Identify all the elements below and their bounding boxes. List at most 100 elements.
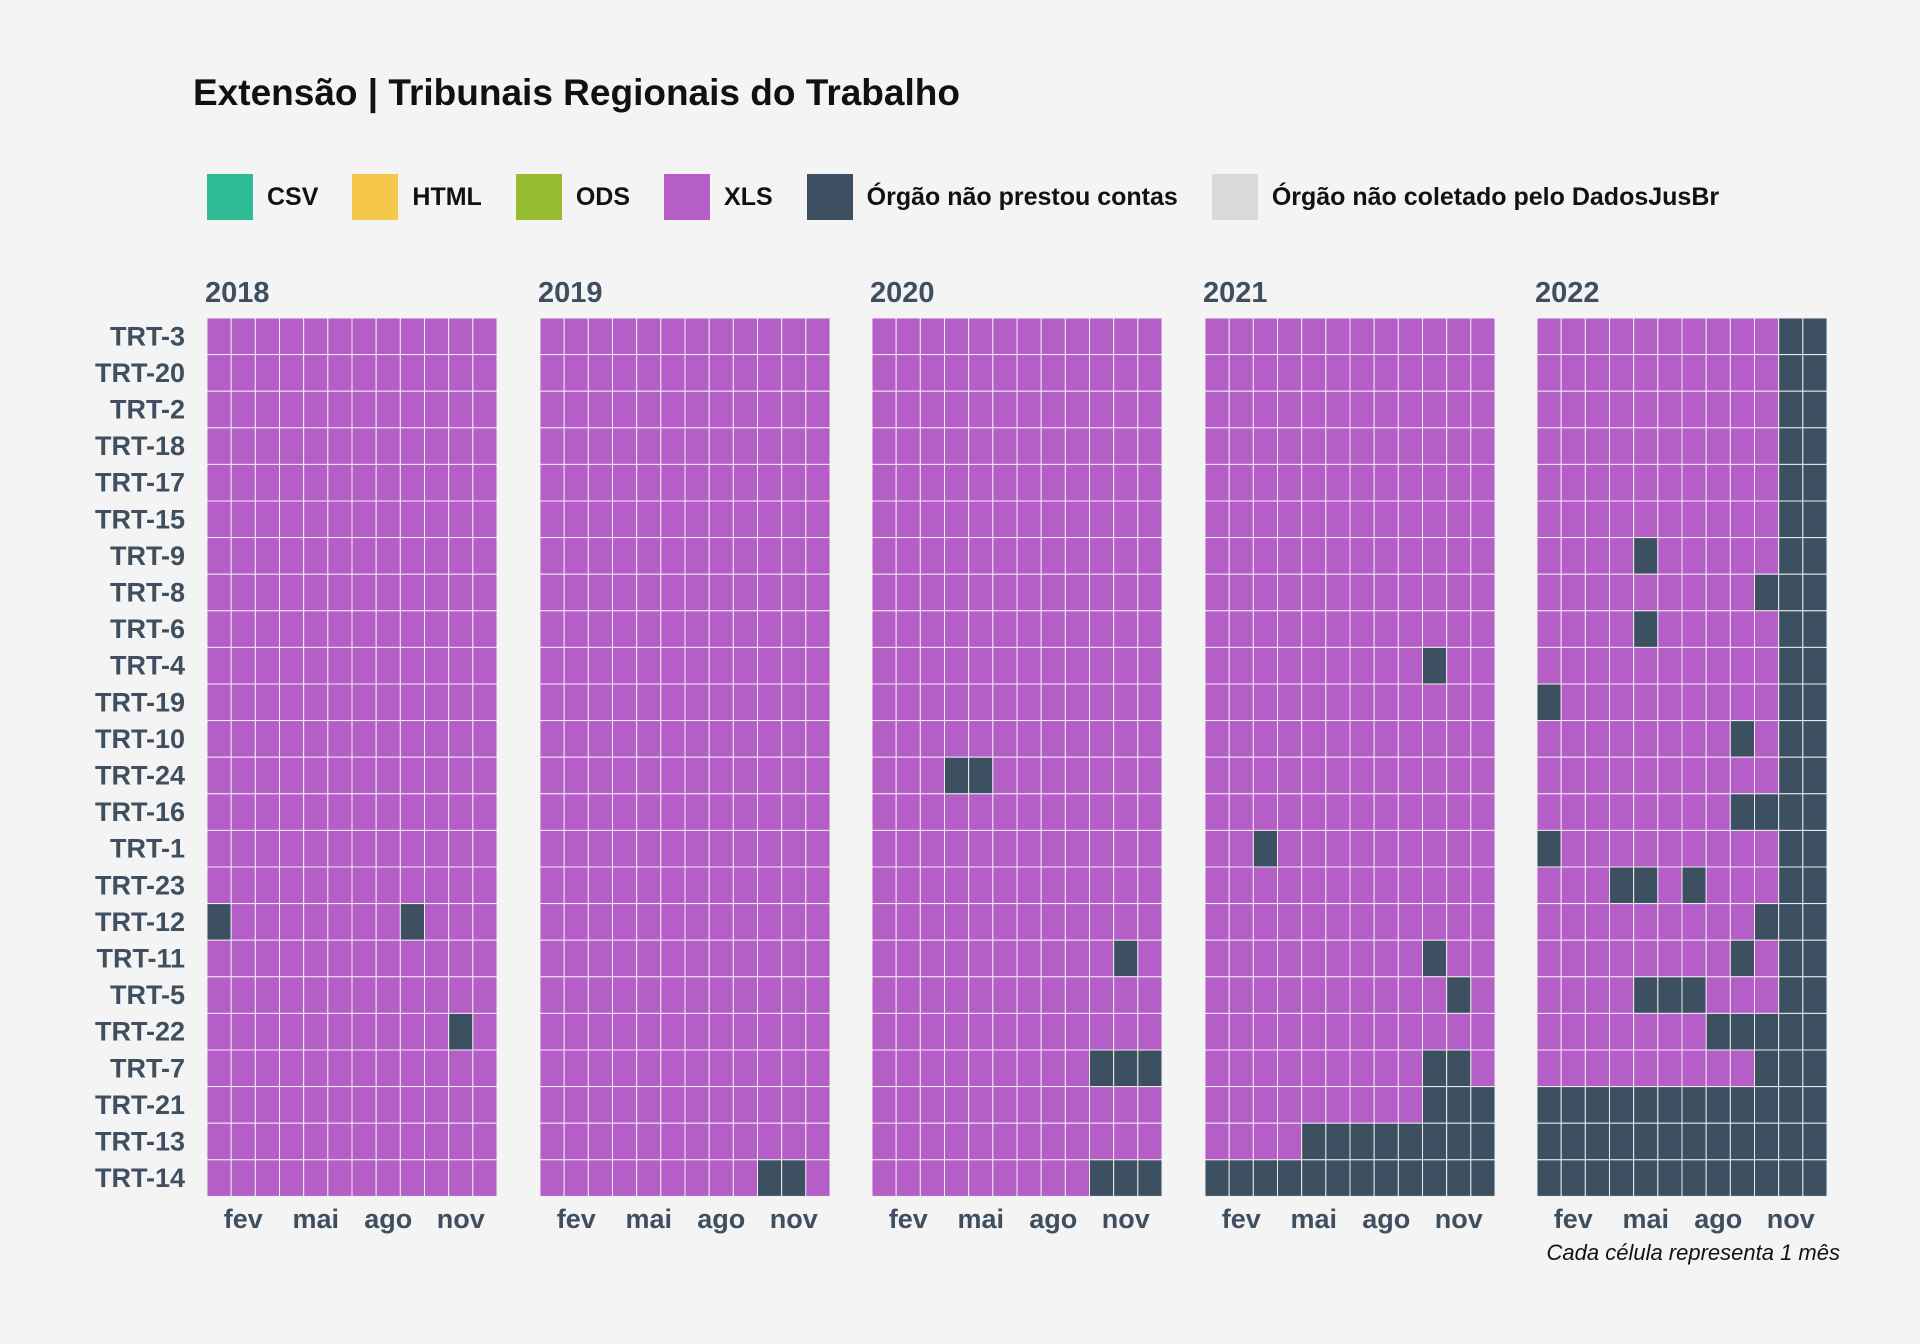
heatmap-cell [944, 390, 970, 429]
heatmap-cell [1397, 1122, 1424, 1161]
heatmap-cell [230, 354, 256, 392]
x-tick-label: mai [957, 1204, 1004, 1234]
heatmap-cell [781, 427, 807, 465]
heatmap-cell [1325, 829, 1351, 868]
heatmap-cell [1252, 793, 1279, 831]
heatmap-cell [1681, 829, 1707, 868]
heatmap-cell [1040, 646, 1066, 685]
heatmap-cell [1633, 317, 1659, 356]
heatmap-cell [1137, 829, 1163, 868]
heatmap-cell [303, 427, 329, 465]
heatmap-cell [992, 537, 1018, 575]
heatmap-cell [805, 1122, 831, 1161]
heatmap-cell [563, 976, 589, 1014]
heatmap-cell [1754, 829, 1780, 868]
heatmap-cell [612, 1012, 638, 1051]
heatmap-cell [1609, 683, 1635, 722]
heatmap-cell [732, 1159, 758, 1197]
heatmap-cell [1729, 720, 1756, 758]
heatmap-cell [1754, 354, 1780, 392]
heatmap-cell [1228, 939, 1254, 978]
heatmap-cell [895, 1049, 921, 1088]
heatmap-cell [992, 573, 1018, 612]
heatmap-cell [472, 500, 498, 539]
heatmap-cell [472, 1049, 498, 1088]
heatmap-cell [539, 939, 565, 978]
heatmap-cell [968, 829, 994, 868]
heatmap-cell [1729, 537, 1756, 575]
heatmap-cell [472, 390, 498, 429]
heatmap-cell [757, 683, 783, 722]
heatmap-cell [303, 646, 329, 685]
heatmap-cell [1446, 683, 1472, 722]
heatmap-cell [1470, 610, 1496, 648]
heatmap-cell [448, 829, 474, 868]
heatmap-cell [424, 903, 450, 941]
heatmap-cell [636, 1049, 662, 1088]
heatmap-cell [1252, 390, 1279, 429]
heatmap-cell [279, 829, 305, 868]
heatmap-cell [1633, 829, 1659, 868]
heatmap-cell [1064, 317, 1091, 356]
heatmap-cell [587, 683, 613, 722]
heatmap-cell [587, 390, 613, 429]
heatmap-cell [254, 829, 280, 868]
heatmap-cell [230, 976, 256, 1014]
heatmap-cell [279, 646, 305, 685]
heatmap-cell [684, 427, 710, 465]
heatmap-cell [1301, 720, 1327, 758]
heatmap-cell [1705, 1049, 1731, 1088]
heatmap-cell [1584, 500, 1611, 539]
heatmap-cell [1422, 683, 1448, 722]
heatmap-cell [1064, 1049, 1091, 1088]
heatmap-cell [448, 610, 474, 648]
heatmap-cell [757, 1012, 783, 1051]
heatmap-cell [399, 720, 426, 758]
heatmap-cell [399, 610, 426, 648]
heatmap-cell [732, 866, 758, 905]
heatmap-cell [1137, 390, 1163, 429]
heatmap-cell [303, 1159, 329, 1197]
heatmap-cell [1397, 793, 1424, 831]
heatmap-cell [1470, 939, 1496, 978]
heatmap-cell [1277, 390, 1303, 429]
x-tick-label: fev [1554, 1204, 1593, 1234]
heatmap-cell [781, 500, 807, 539]
heatmap-cell [1397, 1086, 1424, 1124]
heatmap-cell [684, 646, 710, 685]
heatmap-cell [781, 756, 807, 795]
heatmap-cell [1657, 939, 1683, 978]
heatmap-cell [1705, 866, 1731, 905]
heatmap-cell [732, 793, 758, 831]
heatmap-cell [1252, 866, 1279, 905]
heatmap-cell [732, 1012, 758, 1051]
heatmap-cell [708, 354, 734, 392]
heatmap-cell [708, 427, 734, 465]
heatmap-cell [1681, 976, 1707, 1014]
heatmap-cell [1560, 829, 1586, 868]
heatmap-cell [1470, 1086, 1496, 1124]
heatmap-cell [1609, 1159, 1635, 1197]
heatmap-cell [871, 866, 897, 905]
heatmap-cell [587, 903, 613, 941]
heatmap-cell [1802, 829, 1828, 868]
heatmap-cell [871, 1086, 897, 1124]
heatmap-cell [1064, 720, 1091, 758]
heatmap-cell [684, 390, 710, 429]
heatmap-cell [871, 683, 897, 722]
heatmap-cell [1536, 793, 1562, 831]
heatmap-cell [1325, 866, 1351, 905]
heatmap-cell [1349, 683, 1375, 722]
heatmap-cell [206, 829, 232, 868]
heatmap-cell [1301, 317, 1327, 356]
heatmap-cell [1089, 463, 1115, 502]
heatmap-cell [1089, 683, 1115, 722]
heatmap-cell [1113, 463, 1139, 502]
heatmap-cell [303, 793, 329, 831]
heatmap-cell [563, 756, 589, 795]
heatmap-cell [1584, 1049, 1611, 1088]
heatmap-cell [1089, 939, 1115, 978]
heatmap-cell [1778, 317, 1804, 356]
heatmap-cell [781, 646, 807, 685]
heatmap-cell [424, 939, 450, 978]
